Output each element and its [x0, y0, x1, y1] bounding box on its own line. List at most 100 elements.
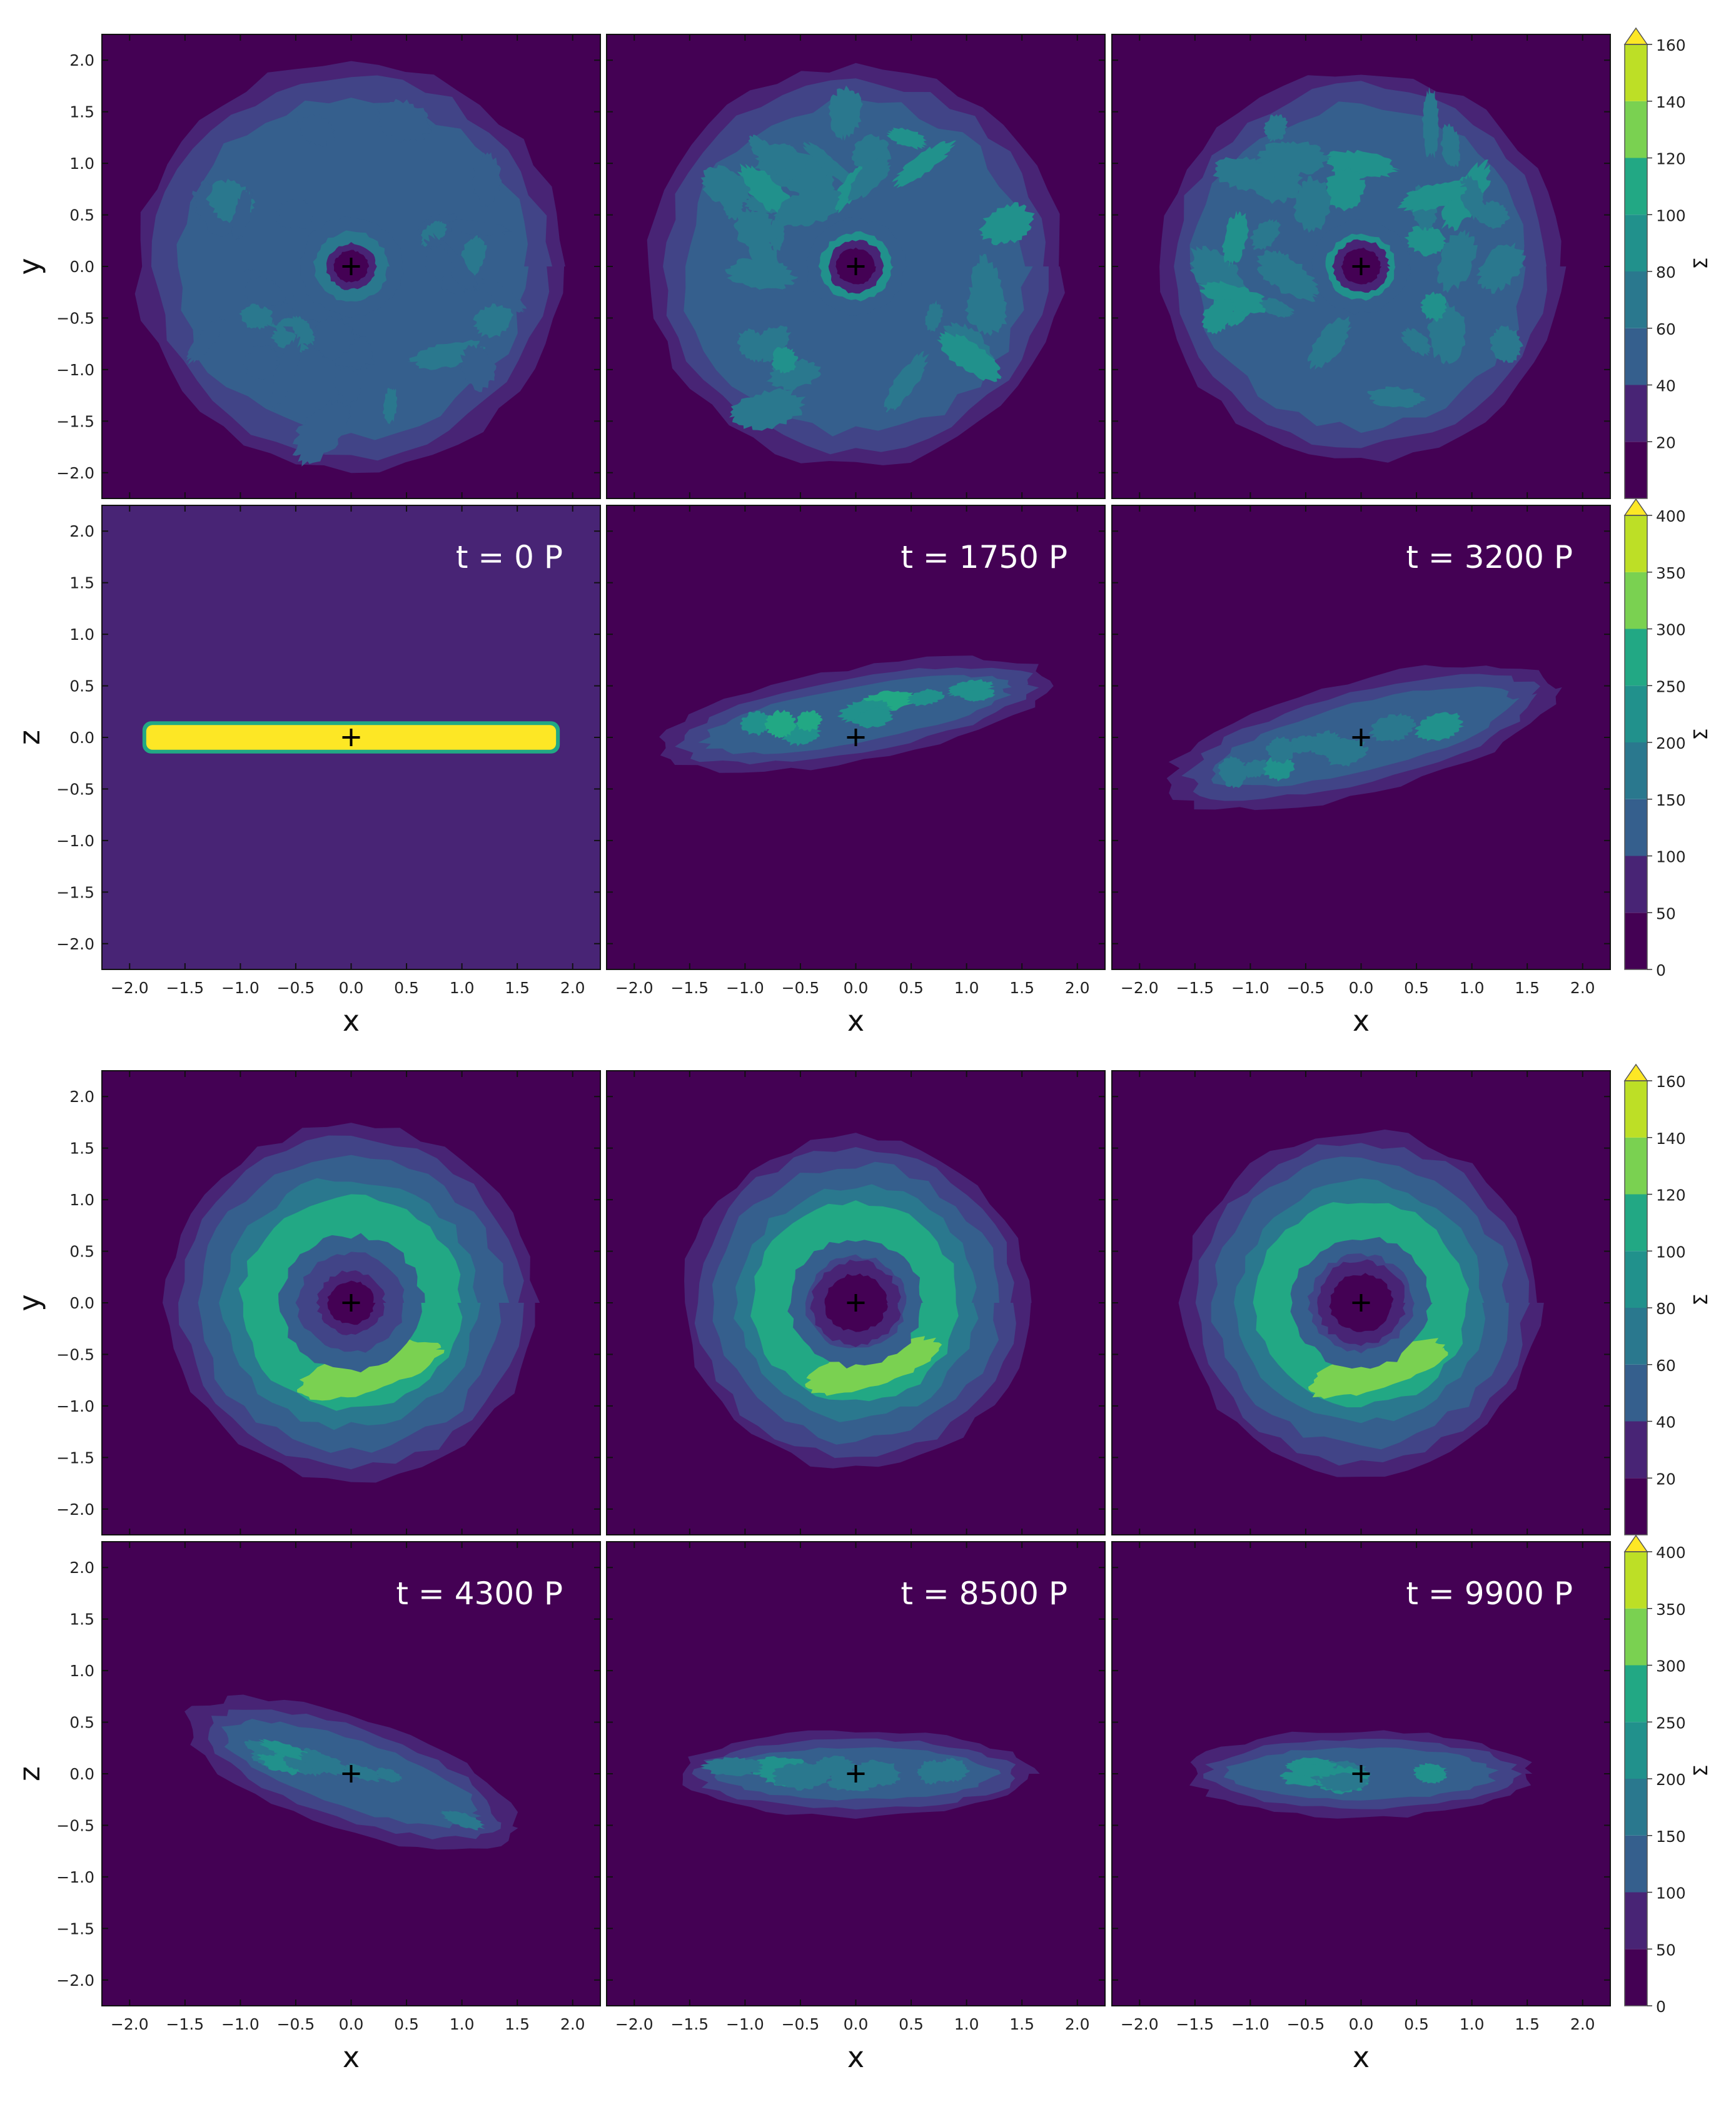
- contour-patch: [297, 114, 336, 147]
- colorbar-segment: [1625, 799, 1647, 856]
- contour-patch: [440, 1810, 486, 1831]
- panel-group: −2.0 −1.5 −1.0 −0.5 0.0 0.5 1.0 1.5 2.0 y t = 4300…: [13, 1070, 1611, 2074]
- contour-patch: [795, 710, 823, 732]
- x-tick-label: 2.0: [1570, 2015, 1595, 2033]
- x-tick-label: −2.0: [1121, 979, 1159, 997]
- top-view-panel: [606, 34, 1106, 499]
- contour-peak: [805, 1336, 942, 1396]
- x-tick-label: 0.0: [339, 2015, 364, 2033]
- colorbar-tick-label: 200: [1656, 1771, 1686, 1789]
- contour-patch: [333, 367, 363, 403]
- y-tick-label: −1.5: [56, 1449, 94, 1467]
- colorbar-segment: [1625, 1892, 1647, 1950]
- contour-patch: [1437, 229, 1478, 293]
- x-tick-label: −0.5: [277, 2015, 315, 2033]
- center-marker: [342, 258, 360, 275]
- panel-group: −2.0 −1.5 −1.0 −0.5 0.0 0.5 1.0 1.5 2.0 y t = 0 P −…: [13, 34, 1611, 1038]
- y-axis-label: y: [13, 1294, 46, 1311]
- x-tick-label: 0.5: [899, 979, 924, 997]
- side-view-panel: t = 9900 P −2.0 −1.5 −1.0 −0.5 0.0 0.5 1.0 1.5 2.…: [1111, 1541, 1611, 2074]
- y-tick-label: 1.0: [69, 625, 94, 644]
- side-view-panel: t = 3200 P −2.0 −1.5 −1.0 −0.5 0.0 0.5 1.0 1.5 2.…: [1111, 505, 1611, 1038]
- contour-patch: [852, 707, 894, 729]
- contour-patch: [1241, 759, 1271, 778]
- contour-patch: [244, 1739, 279, 1756]
- y-tick-label: −1.0: [56, 361, 94, 379]
- x-tick-label: 2.0: [1570, 979, 1595, 997]
- contour-patch: [290, 315, 315, 346]
- contour-patch: [1404, 225, 1446, 257]
- x-tick-label: 1.5: [505, 2015, 530, 2033]
- y-axis-label: z: [13, 730, 46, 745]
- contour-patch: [473, 303, 514, 338]
- y-tick-label: −1.5: [56, 883, 94, 901]
- colorbar-segment: [1625, 1081, 1647, 1138]
- colorbar-segment: [1625, 515, 1647, 572]
- contour-patch: [438, 219, 513, 236]
- x-tick-label: −1.5: [670, 2015, 709, 2033]
- colorbar-tick-label: 150: [1656, 1828, 1686, 1846]
- contour-patch: [1317, 1772, 1371, 1793]
- colorbar-segment: [1625, 1552, 1647, 1609]
- colorbar-tick-label: 0: [1656, 961, 1666, 979]
- contour-patch: [1289, 1764, 1337, 1777]
- contour-patch: [231, 188, 253, 241]
- center-marker: [847, 258, 865, 275]
- side-view-panel: t = 8500 P −2.0 −1.5 −1.0 −0.5 0.0 0.5 1.0 1.5 2.…: [606, 1541, 1106, 2074]
- center-marker: [1352, 1294, 1370, 1312]
- colorbar-segment: [1625, 1364, 1647, 1422]
- contour-patch: [772, 1762, 833, 1791]
- contour-patch: [375, 1768, 403, 1783]
- contour-patch: [1421, 86, 1439, 159]
- colorbar-tick-label: 160: [1656, 36, 1686, 54]
- contour-patch: [937, 331, 1003, 382]
- y-tick-label: 1.5: [69, 103, 94, 121]
- contour-patch: [292, 397, 351, 467]
- colorbar-tick-label: 250: [1656, 677, 1686, 695]
- contour-patch: [734, 208, 777, 251]
- colorbar-tick-label: 160: [1656, 1073, 1686, 1091]
- contour-patch: [1263, 755, 1295, 782]
- colorbar-tick-label: 350: [1656, 564, 1686, 582]
- contour-patch: [700, 1757, 763, 1776]
- contour-peak: [297, 1339, 445, 1401]
- x-tick-label: 0.5: [1404, 2015, 1429, 2033]
- contour-patch: [925, 300, 943, 333]
- colorbar-label: Σ: [1690, 1765, 1712, 1777]
- colorbar: 20 40 60 80 100 120 140 160 Σ: [1623, 1063, 1712, 1535]
- contour-patch: [802, 141, 855, 189]
- x-tick-label: −2.0: [615, 979, 654, 997]
- contour-patch: [737, 328, 767, 363]
- x-tick-label: −1.0: [1231, 2015, 1269, 2033]
- x-tick-label: 2.0: [560, 2015, 585, 2033]
- contour-patch: [917, 1759, 947, 1785]
- y-tick-label: −1.5: [56, 412, 94, 430]
- contour-patch: [828, 85, 864, 141]
- y-tick-label: 0.0: [69, 729, 94, 747]
- x-tick-label: −1.0: [726, 2015, 764, 2033]
- x-tick-label: −1.5: [1176, 2015, 1214, 2033]
- center-marker: [1352, 1765, 1370, 1783]
- colorbar-tick-label: 140: [1656, 93, 1686, 111]
- y-tick-label: −2.0: [56, 1971, 94, 1990]
- x-tick-label: −1.5: [1176, 979, 1214, 997]
- contour-patch: [771, 346, 799, 373]
- x-tick-label: 1.5: [505, 979, 530, 997]
- y-tick-label: 1.0: [69, 154, 94, 173]
- x-tick-label: 1.0: [954, 2015, 979, 2033]
- colorbar-tick-label: 400: [1656, 1544, 1686, 1562]
- y-tick-label: 1.5: [69, 1611, 94, 1629]
- contour-patch: [1460, 173, 1486, 221]
- contour-patch: [1259, 297, 1294, 318]
- contour-patch: [1401, 327, 1432, 357]
- x-tick-label: 1.0: [954, 979, 979, 997]
- plot-grid: −2.0 −1.5 −1.0 −0.5 0.0 0.5 1.0 1.5 2.0 y t = 0 P −…: [13, 27, 1712, 2074]
- contour-patch: [276, 198, 316, 231]
- x-tick-label: −2.0: [615, 2015, 654, 2033]
- x-tick-label: −1.0: [221, 979, 260, 997]
- x-tick-label: 1.0: [1460, 979, 1485, 997]
- contour-patch: [1221, 210, 1249, 268]
- colorbar-label: Σ: [1690, 729, 1712, 741]
- contour-patch: [1201, 296, 1236, 335]
- center-marker: [847, 729, 865, 746]
